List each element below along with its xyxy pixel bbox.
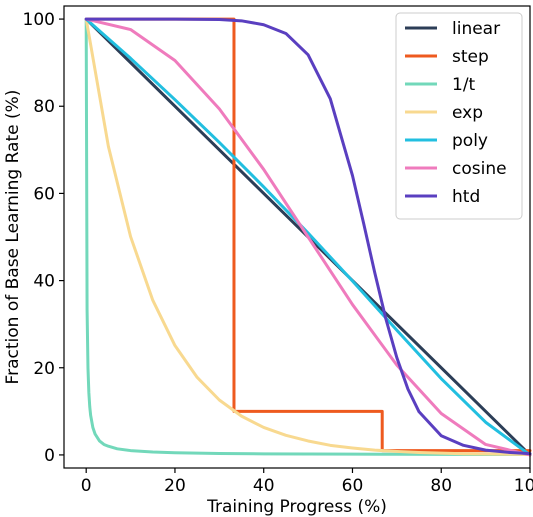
legend-label: linear	[452, 19, 500, 39]
x-axis-label: Training Progress (%)	[206, 497, 387, 517]
y-tick-label: 0	[44, 446, 55, 466]
legend-label: exp	[452, 103, 483, 123]
x-tick-label: 60	[342, 476, 364, 496]
y-tick-label: 20	[33, 359, 55, 379]
x-axis: 0 20 40 60 80 100	[81, 468, 533, 496]
series-line-exp	[84, 17, 532, 456]
series-line-poly	[84, 17, 532, 457]
legend-label: step	[452, 47, 489, 67]
y-axis: 0 20 40 60 80 100	[23, 10, 64, 466]
y-tick-label: 100	[23, 10, 55, 30]
legend-label: poly	[452, 131, 488, 151]
x-tick-label: 20	[164, 476, 186, 496]
y-axis-label: Fraction of Base Learning Rate (%)	[3, 90, 23, 385]
y-tick-label: 60	[33, 184, 55, 204]
series-line-htd	[84, 17, 532, 456]
x-tick-label: 100	[514, 476, 533, 496]
legend-label: cosine	[452, 159, 507, 179]
x-tick-label: 40	[253, 476, 275, 496]
legend: linear step 1/t exp poly cosine htd	[395, 12, 523, 220]
legend-label: 1/t	[452, 75, 476, 95]
y-tick-label: 40	[33, 272, 55, 292]
plot-frame	[63, 5, 531, 469]
legend-label: htd	[452, 187, 480, 207]
series-line-1-t	[84, 17, 532, 456]
series-line-cosine	[84, 17, 532, 457]
y-tick-label: 80	[33, 97, 55, 117]
series-layer	[84, 17, 532, 457]
x-tick-label: 80	[430, 476, 452, 496]
x-tick-label: 0	[81, 476, 92, 496]
